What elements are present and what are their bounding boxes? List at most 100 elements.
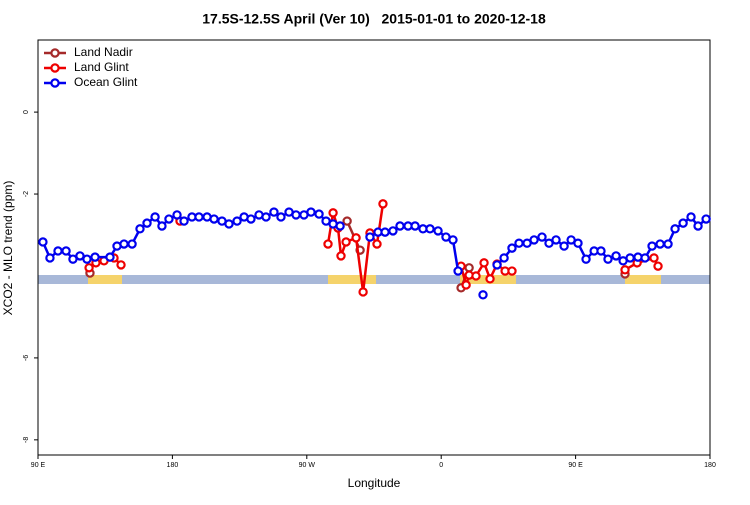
series-point <box>172 210 182 220</box>
series-point <box>105 252 115 262</box>
series-point <box>647 241 657 251</box>
series-point <box>209 214 219 224</box>
series-point <box>701 214 711 224</box>
series-point <box>514 238 524 248</box>
series-point <box>522 238 532 248</box>
series-point <box>485 274 495 284</box>
series-point <box>388 226 398 236</box>
x-axis-label: Longitude <box>348 476 401 490</box>
series-point <box>670 224 680 234</box>
x-tick-label: 180 <box>167 462 179 469</box>
series-point <box>380 227 390 237</box>
y-tick-label: -2 <box>23 191 30 197</box>
plot-frame <box>37 39 711 456</box>
series-point <box>433 226 443 236</box>
series-point <box>61 246 71 256</box>
series-point <box>686 212 696 222</box>
x-tick-label: 180 <box>704 462 716 469</box>
series-point <box>464 263 474 273</box>
series-point <box>611 251 621 261</box>
series-point <box>653 261 663 271</box>
x-tick-label: 90 E <box>568 462 583 469</box>
series-point <box>425 224 435 234</box>
series-point <box>341 237 351 247</box>
series-point <box>603 254 613 264</box>
series-point <box>45 253 55 263</box>
series-point <box>693 221 703 231</box>
series-point <box>314 209 324 219</box>
series-point <box>135 224 145 234</box>
series-point <box>492 260 502 270</box>
series-point <box>82 254 92 264</box>
series-point <box>342 216 352 226</box>
x-tick-label: 90 E <box>31 462 46 469</box>
series-point <box>358 287 368 297</box>
series-point <box>649 253 659 263</box>
series-point <box>75 251 85 261</box>
series-point <box>663 239 673 249</box>
series-point <box>119 239 129 249</box>
series-point <box>328 208 338 218</box>
series-point <box>306 207 316 217</box>
series-point <box>335 221 345 231</box>
series-point <box>640 253 650 263</box>
series-point <box>142 218 152 228</box>
series-point <box>232 216 242 226</box>
series-point <box>678 218 688 228</box>
series-point <box>507 266 517 276</box>
series-point <box>551 235 561 245</box>
series-point <box>323 239 333 249</box>
series-point <box>38 237 48 247</box>
series-point <box>246 214 256 224</box>
series-point <box>157 221 167 231</box>
series-point <box>471 271 481 281</box>
x-tick-label: 0 <box>439 462 443 469</box>
y-tick-label: 0 <box>23 110 30 114</box>
series-point <box>269 207 279 217</box>
series-point <box>448 235 458 245</box>
y-tick-label: -6 <box>23 355 30 361</box>
series-point <box>478 290 488 300</box>
series-point <box>559 241 569 251</box>
series-point <box>410 221 420 231</box>
series-point <box>573 238 583 248</box>
series-point <box>507 243 517 253</box>
series-point <box>179 216 189 226</box>
series-point <box>127 239 137 249</box>
legend-label: Land Glint <box>74 60 129 74</box>
series-point <box>224 219 234 229</box>
series-point <box>291 210 301 220</box>
series-point <box>499 253 509 263</box>
y-tick-label: -8 <box>23 437 30 443</box>
series-point <box>261 212 271 222</box>
x-tick-label: 90 W <box>299 462 316 469</box>
series-point <box>150 212 160 222</box>
chart-title: 17.5S-12.5S April (Ver 10) 2015-01-01 to… <box>202 11 546 27</box>
series-point <box>84 263 94 273</box>
legend-marker <box>50 48 60 58</box>
map-band <box>38 275 710 284</box>
series-point <box>90 252 100 262</box>
legend-marker <box>50 63 60 73</box>
series-point <box>336 251 346 261</box>
series-point <box>365 232 375 242</box>
series-point <box>372 239 382 249</box>
series-point <box>68 254 78 264</box>
series-point <box>544 238 554 248</box>
legend-label: Land Nadir <box>74 45 133 59</box>
legend-label: Ocean Glint <box>74 75 138 89</box>
series-point <box>620 265 630 275</box>
series-point <box>596 246 606 256</box>
series-point <box>655 239 665 249</box>
series-point <box>453 266 463 276</box>
series-point <box>351 233 361 243</box>
series-point <box>194 212 204 222</box>
y-axis-label: XCO2 - MLO trend (ppm) <box>1 181 15 316</box>
series-point <box>276 212 286 222</box>
series-point <box>116 260 126 270</box>
series-point <box>53 246 63 256</box>
legend-marker <box>50 78 60 88</box>
series-point <box>164 214 174 224</box>
